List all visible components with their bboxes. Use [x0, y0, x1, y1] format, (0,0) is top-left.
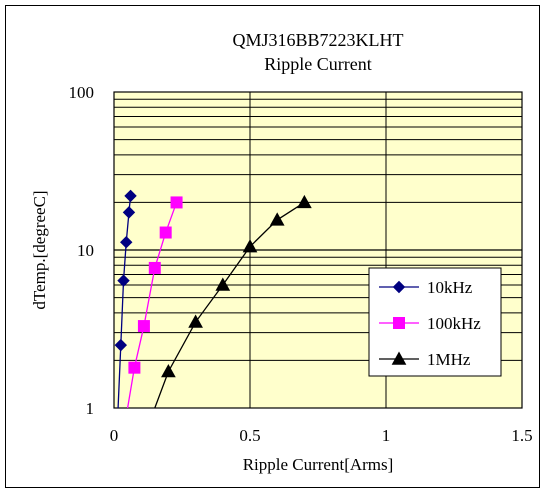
data-point-diamond	[392, 280, 406, 294]
data-point-diamond	[124, 189, 137, 203]
x-tick-label: 0.5	[239, 426, 260, 445]
chart-subtitle: Ripple Current	[264, 54, 371, 74]
data-point-square	[159, 226, 172, 239]
data-point-diamond	[114, 338, 128, 352]
y-tick-label: 10	[77, 241, 94, 260]
data-point-diamond	[120, 236, 133, 249]
x-axis-label: Ripple Current[Arms]	[243, 455, 394, 474]
legend-label: 1MHz	[427, 350, 471, 369]
series-1MHz	[154, 194, 312, 409]
data-point-diamond	[122, 206, 136, 219]
data-point-triangle	[161, 364, 176, 378]
plot-border	[113, 91, 523, 409]
data-point-square	[393, 317, 405, 329]
data-point-triangle	[188, 314, 203, 328]
data-point-triangle	[242, 239, 258, 253]
x-tick-label: 1	[382, 426, 391, 445]
series-100kHz	[126, 196, 183, 409]
chart-title: QMJ316BB7223KLHT	[232, 30, 403, 50]
data-point-square	[128, 361, 141, 374]
legend-box	[368, 267, 502, 377]
legend: 10kHz 100kHz 1MHz	[368, 267, 502, 377]
data-point-triangle	[297, 194, 312, 209]
tick-labels: 0 0.5 1 1.5 1 10 100	[69, 83, 533, 445]
data-point-triangle	[391, 351, 407, 365]
x-tick-label: 0	[110, 426, 119, 445]
legend-label: 10kHz	[427, 278, 473, 297]
y-tick-label: 1	[86, 399, 95, 418]
data-point-diamond	[117, 274, 130, 287]
data-point-triangle	[215, 277, 231, 291]
series-10kHz	[114, 189, 137, 409]
x-tick-label: 1.5	[511, 426, 532, 445]
series-group	[114, 189, 312, 409]
legend-label: 100kHz	[427, 314, 481, 333]
data-point-triangle	[269, 212, 285, 226]
data-point-square	[170, 196, 183, 209]
data-point-square	[148, 261, 161, 274]
data-point-square	[137, 320, 150, 333]
y-tick-label: 100	[69, 83, 95, 102]
y-axis-label: dTemp.[degreeC]	[30, 190, 49, 309]
